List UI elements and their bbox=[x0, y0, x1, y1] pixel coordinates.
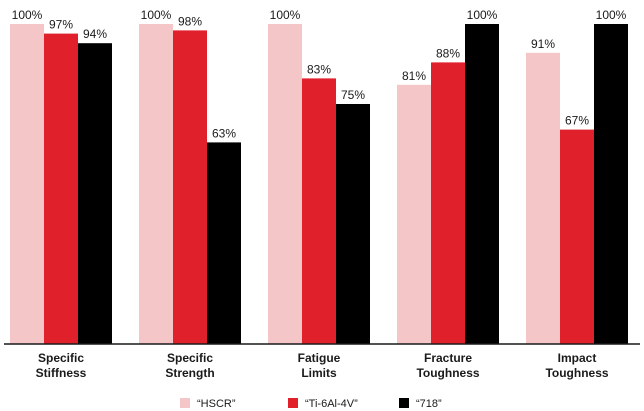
data-label: 91% bbox=[531, 37, 555, 51]
data-label: 75% bbox=[341, 88, 365, 102]
category-label: Fracture Toughness bbox=[416, 351, 479, 380]
bar bbox=[526, 52, 560, 345]
data-label: 67% bbox=[565, 114, 589, 128]
category-label: Fatigue Limits bbox=[298, 351, 341, 380]
category-label: Specific Strength bbox=[165, 351, 214, 380]
bar bbox=[336, 104, 370, 344]
legend: “HSCR” “Ti-6Al-4V” “718” bbox=[180, 398, 442, 410]
data-label: 97% bbox=[49, 18, 73, 32]
data-label: 100% bbox=[596, 8, 627, 22]
category-label: Specific Stiffness bbox=[36, 351, 87, 380]
data-label: 83% bbox=[307, 62, 331, 76]
data-label: 100% bbox=[467, 8, 498, 22]
bar bbox=[431, 62, 465, 345]
data-label: 94% bbox=[83, 27, 107, 41]
data-label: 81% bbox=[402, 69, 426, 83]
legend-swatch bbox=[288, 398, 298, 408]
bars-layer bbox=[10, 24, 628, 345]
data-label: 100% bbox=[270, 8, 301, 22]
bar bbox=[302, 78, 336, 345]
data-label: 100% bbox=[12, 8, 43, 22]
bar bbox=[465, 24, 499, 344]
bar bbox=[139, 24, 173, 344]
legend-swatch bbox=[180, 398, 190, 408]
legend-swatch bbox=[399, 398, 409, 408]
bar bbox=[173, 30, 207, 345]
category-labels-layer: Specific Stiffness Specific Strength Fatigue… bbox=[36, 351, 609, 380]
data-label: 98% bbox=[178, 14, 202, 28]
bar bbox=[10, 24, 44, 344]
legend-label: “Ti-6Al-4V” bbox=[305, 398, 358, 410]
bar bbox=[268, 24, 302, 344]
bar bbox=[560, 129, 594, 344]
data-label: 100% bbox=[141, 8, 172, 22]
bar bbox=[397, 84, 431, 345]
legend-label: “HSCR” bbox=[197, 398, 236, 410]
category-label: Impact Toughness bbox=[545, 351, 608, 380]
data-label: 88% bbox=[436, 46, 460, 60]
legend-label: “718” bbox=[416, 398, 442, 410]
bar bbox=[594, 24, 628, 344]
data-label: 63% bbox=[212, 126, 236, 140]
value-labels-layer: 100% 97% 94% 100% 98% 63% 100% 83% 75% 81% 88% 100%… bbox=[12, 8, 627, 140]
bar bbox=[78, 43, 112, 344]
bar bbox=[207, 142, 241, 344]
bar bbox=[44, 33, 78, 344]
